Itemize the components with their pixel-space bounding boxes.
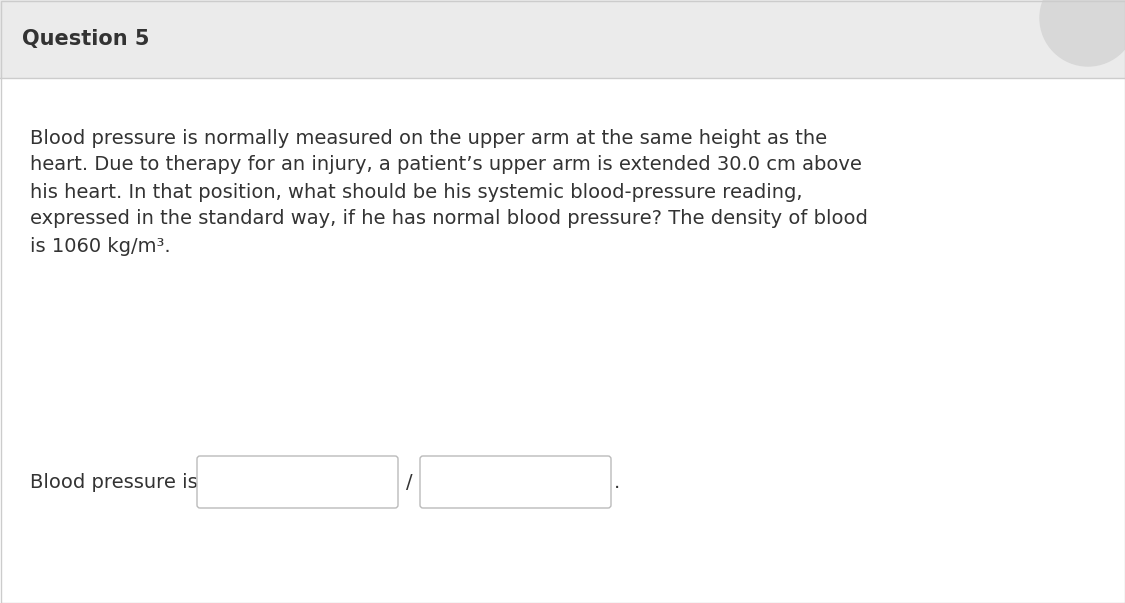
FancyBboxPatch shape xyxy=(0,0,1125,78)
Text: is 1060 kg/m³.: is 1060 kg/m³. xyxy=(30,236,171,256)
Text: expressed in the standard way, if he has normal blood pressure? The density of b: expressed in the standard way, if he has… xyxy=(30,209,867,229)
Text: /: / xyxy=(406,473,412,491)
Text: his heart. In that position, what should be his systemic blood-pressure reading,: his heart. In that position, what should… xyxy=(30,183,802,201)
Text: heart. Due to therapy for an injury, a patient’s upper arm is extended 30.0 cm a: heart. Due to therapy for an injury, a p… xyxy=(30,156,862,174)
FancyBboxPatch shape xyxy=(197,456,398,508)
Text: .: . xyxy=(614,473,620,491)
Text: Question 5: Question 5 xyxy=(22,29,150,49)
FancyBboxPatch shape xyxy=(420,456,611,508)
Circle shape xyxy=(1040,0,1125,66)
Text: Blood pressure is: Blood pressure is xyxy=(30,473,198,491)
Text: Blood pressure is normally measured on the upper arm at the same height as the: Blood pressure is normally measured on t… xyxy=(30,128,827,148)
